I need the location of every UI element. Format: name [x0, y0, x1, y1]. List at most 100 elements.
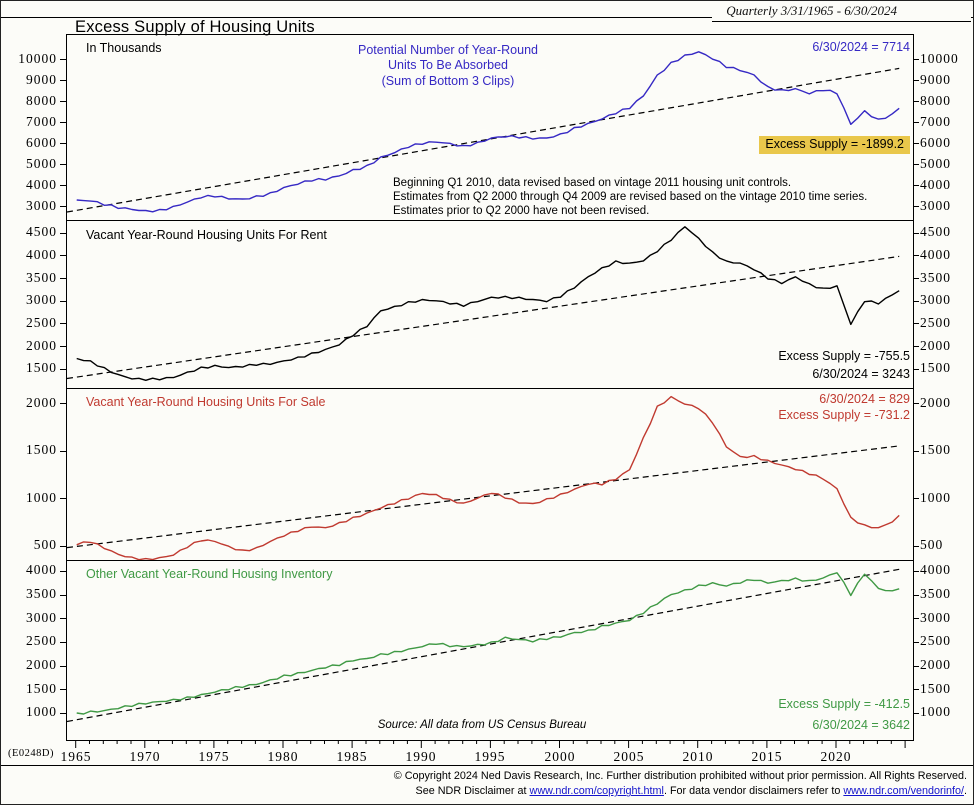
y-tick-left-for-rent-2500: 2500 — [26, 315, 57, 330]
y-tick-mark — [60, 689, 66, 690]
y-tick-mark — [913, 278, 919, 279]
y-tick-mark — [60, 301, 66, 302]
y-tick-right-absorbed-4000: 4000 — [920, 177, 951, 192]
y-tick-mark — [913, 206, 919, 207]
y-tick-mark — [60, 346, 66, 347]
series-label-other-vacant: Other Vacant Year-Round Housing Inventor… — [86, 567, 333, 581]
excess-supply-for-rent: Excess Supply = -755.5 — [778, 349, 910, 363]
y-tick-mark — [913, 713, 919, 714]
y-tick-mark — [913, 618, 919, 619]
y-tick-left-absorbed-7000: 7000 — [26, 114, 57, 129]
y-tick-mark — [60, 185, 66, 186]
y-tick-left-absorbed-8000: 8000 — [26, 93, 57, 108]
page-title: Excess Supply of Housing Units — [75, 18, 315, 36]
disclaimer-line: See NDR Disclaimer at www.ndr.com/copyri… — [1, 784, 967, 800]
series-label-absorbed: Potential Number of Year-Round Units To … — [358, 43, 538, 88]
y-tick-mark — [913, 369, 919, 370]
last-value-absorbed: 6/30/2024 = 7714 — [812, 40, 910, 54]
y-tick-mark — [913, 689, 919, 690]
last-value-for-sale: 6/30/2024 = 829 — [819, 392, 910, 406]
y-tick-mark — [913, 185, 919, 186]
y-tick-mark — [913, 301, 919, 302]
y-tick-right-for-sale-1500: 1500 — [920, 442, 951, 457]
x-tick-label-2010: 2010 — [682, 749, 714, 764]
y-tick-left-other-vacant-1500: 1500 — [26, 681, 57, 696]
y-tick-right-other-vacant-4000: 4000 — [920, 562, 951, 577]
y-tick-mark — [60, 101, 66, 102]
y-tick-right-for-sale-2000: 2000 — [920, 395, 951, 410]
y-tick-right-for-rent-4500: 4500 — [920, 224, 951, 239]
y-tick-right-absorbed-8000: 8000 — [920, 93, 951, 108]
y-tick-mark — [60, 546, 66, 547]
panel-separator — [67, 388, 913, 389]
y-tick-mark — [913, 546, 919, 547]
y-tick-left-absorbed-4000: 4000 — [26, 177, 57, 192]
y-tick-mark — [913, 233, 919, 234]
y-tick-right-other-vacant-2500: 2500 — [920, 633, 951, 648]
excess-supply-absorbed: Excess Supply = -1899.2 — [759, 136, 910, 154]
y-tick-mark — [913, 451, 919, 452]
last-value-for-rent: 6/30/2024 = 3243 — [812, 367, 910, 381]
y-tick-mark — [913, 571, 919, 572]
excess-supply-for-sale: Excess Supply = -731.2 — [778, 408, 910, 422]
panel-absorbed: In Thousands Potential Number of Year-Rou… — [66, 35, 913, 220]
y-tick-left-other-vacant-1000: 1000 — [26, 704, 57, 719]
panel-separator — [67, 560, 913, 561]
revision-note-absorbed: Beginning Q1 2010, data revised based on… — [393, 177, 868, 218]
y-tick-mark — [60, 369, 66, 370]
y-tick-left-other-vacant-3000: 3000 — [26, 610, 57, 625]
panel-plot-for-rent — [66, 226, 900, 382]
y-tick-mark — [913, 122, 919, 123]
y-tick-right-for-rent-4000: 4000 — [920, 247, 951, 262]
panel-plot-for-sale — [66, 395, 900, 561]
y-tick-mark — [913, 666, 919, 667]
y-tick-left-for-sale-2000: 2000 — [26, 395, 57, 410]
series-line-for-rent — [76, 226, 900, 382]
panel-separator — [67, 220, 913, 221]
y-tick-right-for-rent-2500: 2500 — [920, 315, 951, 330]
y-tick-mark — [60, 666, 66, 667]
x-tick-label-2000: 2000 — [544, 749, 576, 764]
y-tick-mark — [913, 346, 919, 347]
series-line-absorbed — [76, 51, 900, 213]
y-tick-right-for-rent-1500: 1500 — [920, 360, 951, 375]
y-tick-mark — [60, 323, 66, 324]
y-tick-right-absorbed-10000: 10000 — [920, 51, 959, 66]
y-tick-right-other-vacant-3000: 3000 — [920, 610, 951, 625]
y-tick-mark — [913, 59, 919, 60]
y-tick-mark — [60, 122, 66, 123]
series-label-for-sale: Vacant Year-Round Housing Units For Sale — [86, 395, 326, 409]
date-range-label: Quarterly 3/31/1965 - 6/30/2024 — [712, 1, 971, 22]
y-tick-mark — [913, 164, 919, 165]
vendorinfo-link[interactable]: www.ndr.com/vendorinfo/ — [843, 785, 964, 798]
y-tick-mark — [60, 618, 66, 619]
y-tick-right-for-rent-3500: 3500 — [920, 270, 951, 285]
y-tick-left-for-rent-2000: 2000 — [26, 338, 57, 353]
y-tick-right-absorbed-3000: 3000 — [920, 198, 951, 213]
disclaimer-suffix: . — [964, 785, 967, 798]
x-tick-label-1995: 1995 — [474, 749, 506, 764]
y-tick-left-for-rent-1500: 1500 — [26, 360, 57, 375]
x-tick-label-1965: 1965 — [60, 749, 92, 764]
panel-plot-absorbed — [66, 51, 900, 213]
y-tick-mark — [60, 498, 66, 499]
y-tick-mark — [60, 403, 66, 404]
y-tick-right-absorbed-9000: 9000 — [920, 72, 951, 87]
x-tick-label-2020: 2020 — [820, 749, 852, 764]
trend-line-for-sale — [66, 445, 900, 549]
y-tick-mark — [913, 403, 919, 404]
x-tick-label-1970: 1970 — [129, 749, 161, 764]
y-tick-left-for-rent-4500: 4500 — [26, 224, 57, 239]
y-tick-mark — [60, 143, 66, 144]
y-tick-mark — [913, 255, 919, 256]
x-axis-ticks — [75, 740, 906, 748]
copyright-link[interactable]: www.ndr.com/copyright.html — [529, 785, 664, 798]
y-tick-mark — [60, 59, 66, 60]
y-tick-mark — [60, 278, 66, 279]
units-note-absorbed: In Thousands — [86, 41, 162, 55]
y-tick-right-for-rent-2000: 2000 — [920, 338, 951, 353]
y-tick-mark — [913, 323, 919, 324]
y-tick-left-for-rent-3500: 3500 — [26, 270, 57, 285]
y-tick-mark — [60, 713, 66, 714]
y-tick-left-absorbed-10000: 10000 — [18, 51, 57, 66]
